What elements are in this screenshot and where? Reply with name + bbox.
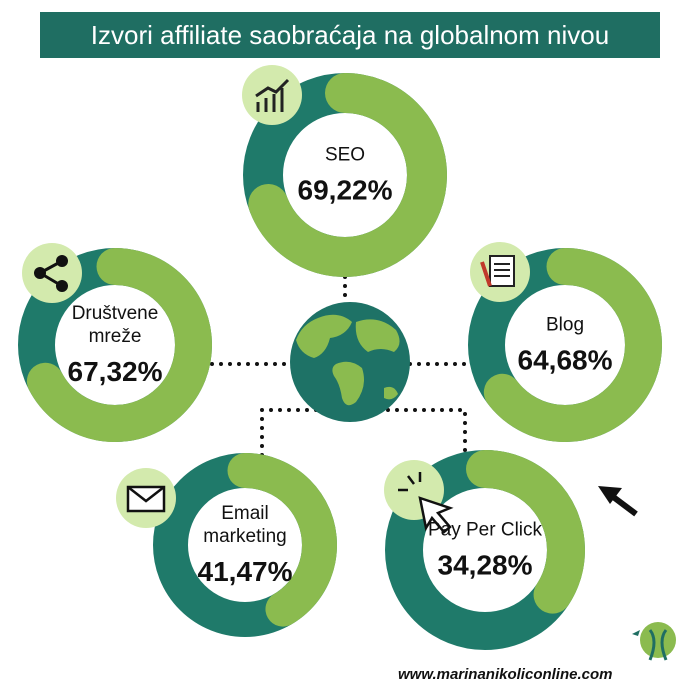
donut-value-label: 41,47%: [197, 556, 293, 587]
donut-value-label: 64,68%: [517, 344, 613, 376]
pointer-arrow: [598, 486, 638, 517]
donut: [385, 450, 585, 650]
donut-center-text: Pay Per Click 34,28%: [426, 519, 544, 582]
donut-label: SEO: [324, 144, 366, 166]
donut: [468, 248, 662, 442]
donut-center-text: SEO 69,22%: [286, 144, 404, 207]
icon-email: [116, 468, 176, 528]
donut-value-label: 67,32%: [67, 356, 163, 387]
donut-arc: [385, 450, 585, 650]
donut-label: Email marketing: [203, 503, 287, 547]
donut-label: Pay Per Click: [427, 519, 543, 541]
donut: [18, 248, 212, 442]
donut-label: Društvene mreže: [71, 303, 159, 347]
donuts: [18, 73, 662, 650]
donut-value-label: 34,28%: [437, 549, 533, 581]
icon-click: [384, 460, 454, 534]
donut-center-text: Društvene mreže 67,32%: [56, 302, 174, 388]
globe: [290, 302, 410, 422]
donut-center-text: Blog 64,68%: [506, 314, 624, 377]
donut: [153, 453, 337, 637]
donut-arc: [18, 248, 212, 442]
logo: [632, 622, 676, 661]
icon-blog: [470, 242, 530, 302]
donut-arc: [243, 73, 447, 277]
donut-center-text: Email marketing 41,47%: [186, 502, 304, 588]
icon-seo: [242, 65, 302, 125]
donut-value-label: 69,22%: [297, 174, 393, 206]
website-url: www.marinanikoliconline.com: [398, 666, 613, 683]
donut: [243, 73, 447, 277]
donut-arc: [468, 248, 662, 442]
title: Izvori affiliate saobraćaja na globalnom…: [40, 12, 660, 58]
donut-arc: [153, 453, 337, 637]
icon-share: [22, 243, 82, 303]
donut-label: Blog: [545, 314, 585, 336]
